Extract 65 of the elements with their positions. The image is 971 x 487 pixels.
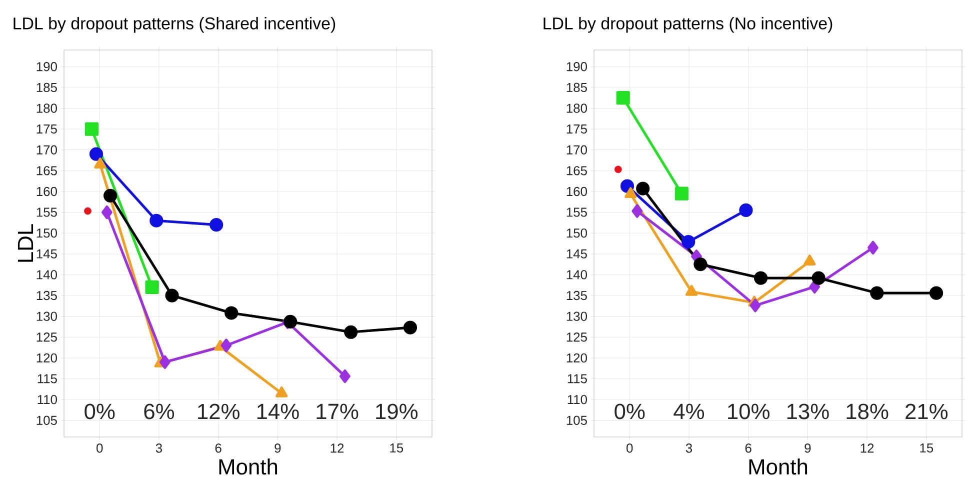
chart-title: LDL by dropout patterns (No incentive) <box>544 16 832 33</box>
y-tick-label: 150 <box>36 228 57 238</box>
y-tick-label: 105 <box>36 416 57 425</box>
annotation: 4% <box>674 404 704 420</box>
x-tick-label: 6 <box>215 444 222 453</box>
y-tick-label: 175 <box>566 124 587 134</box>
y-tick-label: 135 <box>36 290 57 300</box>
y-tick-label: 140 <box>566 270 587 280</box>
y-tick-label: 140 <box>36 270 57 280</box>
y-tick-label: 160 <box>36 186 57 196</box>
y-tick-label: 160 <box>566 186 587 196</box>
annotation: 6% <box>144 404 174 420</box>
y-tick-label: 170 <box>36 145 57 154</box>
chart-title: LDL by dropout patterns (Shared incentive) <box>14 16 336 33</box>
y-tick-label: 130 <box>36 312 57 321</box>
x-tick-label: 12 <box>860 444 874 453</box>
y-tick-label: 155 <box>566 208 587 217</box>
x-tick-label: 3 <box>156 444 162 453</box>
y-tick-label: 155 <box>36 208 57 217</box>
y-tick-label: 185 <box>36 82 57 92</box>
y-tick-label: 180 <box>36 104 57 113</box>
y-tick-label: 190 <box>36 62 57 72</box>
y-tick-label: 130 <box>566 312 587 321</box>
annotation: 0% <box>614 404 645 420</box>
y-tick-label: 125 <box>566 332 587 342</box>
x-tick-label: 9 <box>274 444 281 453</box>
x-axis-title: Month <box>749 458 808 475</box>
y-tick-label: 110 <box>38 394 57 404</box>
y-tick-label: 175 <box>36 124 57 134</box>
y-tick-label: 165 <box>566 166 587 176</box>
annotation: 18% <box>846 404 888 420</box>
y-axis-title: LDL <box>18 224 34 262</box>
x-tick-label: 15 <box>390 444 404 453</box>
y-tick-label: 105 <box>566 416 587 425</box>
x-axis-title: Month <box>219 458 278 475</box>
y-tick-label: 120 <box>36 353 57 363</box>
annotation: 0% <box>84 404 115 420</box>
annotation: 14% <box>257 404 299 420</box>
annotation: 12% <box>198 404 240 420</box>
y-tick-label: 190 <box>566 62 587 72</box>
y-tick-label: 145 <box>36 249 57 258</box>
y-tick-label: 145 <box>566 249 587 258</box>
x-tick-label: 9 <box>804 444 811 453</box>
y-tick-label: 180 <box>566 104 587 113</box>
annotation: 21% <box>906 404 948 420</box>
x-tick-label: 15 <box>920 444 934 453</box>
x-tick-label: 12 <box>330 444 344 453</box>
x-tick-label: 6 <box>745 444 752 453</box>
x-tick-label: 3 <box>686 444 692 453</box>
annotation: 10% <box>728 404 770 420</box>
y-tick-label: 185 <box>566 82 587 92</box>
x-tick-label: 0 <box>626 444 633 453</box>
annotation: 17% <box>316 404 358 420</box>
y-tick-label: 170 <box>566 145 587 154</box>
y-tick-label: 150 <box>566 228 587 238</box>
y-tick-label: 115 <box>568 374 587 384</box>
y-tick-label: 110 <box>568 394 587 404</box>
y-tick-label: 135 <box>566 290 587 300</box>
y-tick-label: 125 <box>36 332 57 342</box>
y-tick-label: 120 <box>566 353 587 363</box>
annotation: 19% <box>376 404 418 420</box>
y-tick-label: 165 <box>36 166 57 176</box>
annotation: 13% <box>787 404 829 420</box>
x-tick-label: 0 <box>96 444 103 453</box>
y-tick-label: 115 <box>38 374 57 384</box>
